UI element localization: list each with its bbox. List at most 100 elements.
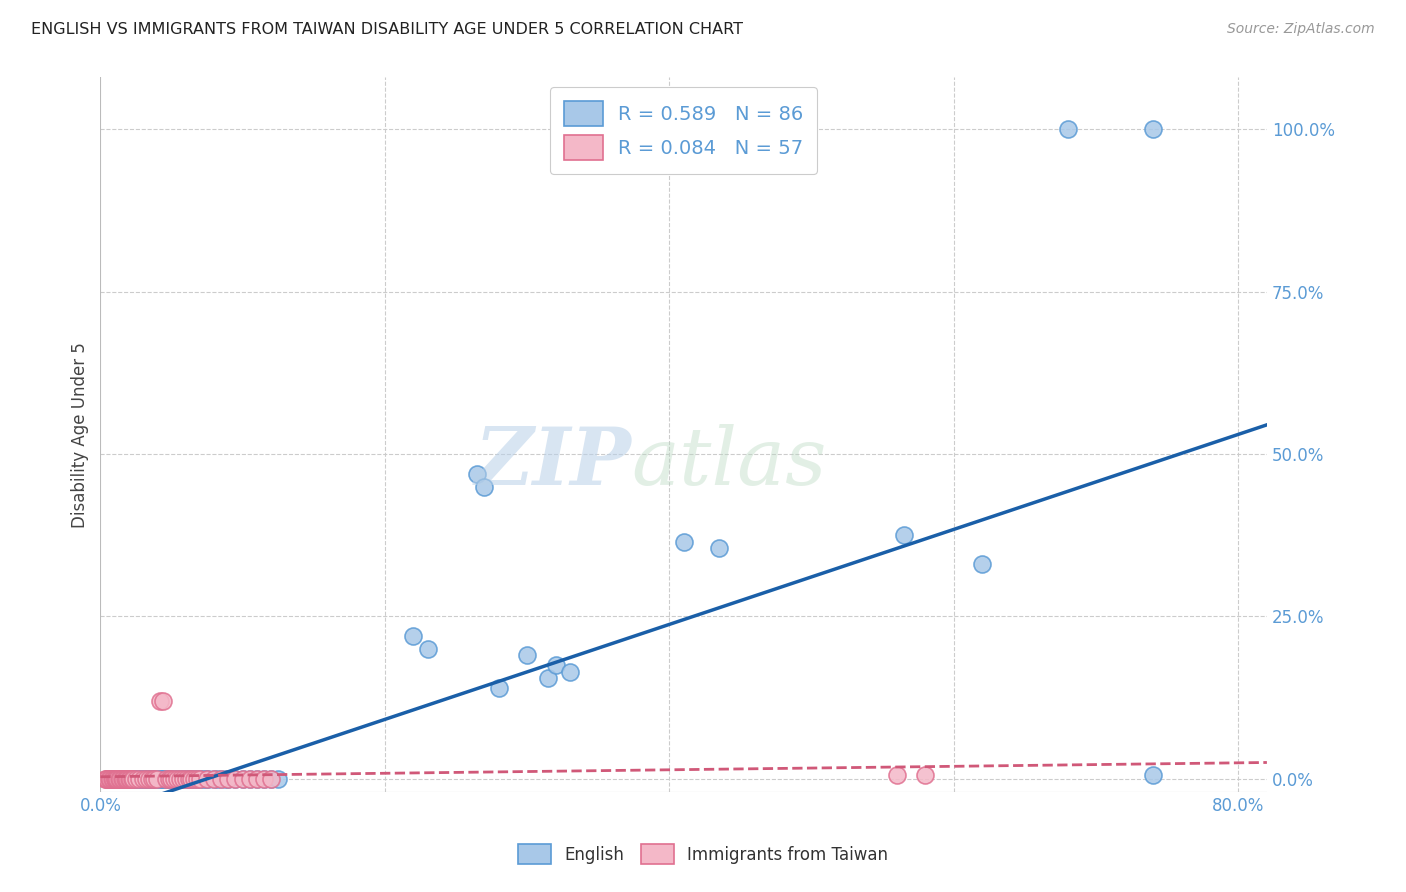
Point — [195, 772, 218, 786]
Point — [537, 671, 560, 685]
Point — [169, 772, 191, 786]
Point — [100, 772, 122, 786]
Point — [914, 768, 936, 782]
Point — [172, 772, 194, 786]
Point — [122, 772, 145, 786]
Point — [108, 772, 131, 786]
Point — [224, 772, 246, 786]
Point — [253, 772, 276, 786]
Point — [111, 772, 134, 786]
Point — [186, 772, 208, 786]
Point — [114, 772, 136, 786]
Point — [107, 772, 129, 786]
Point — [96, 772, 118, 786]
Point — [118, 772, 141, 786]
Point — [544, 658, 567, 673]
Point — [136, 772, 159, 786]
Point — [202, 772, 225, 786]
Point — [183, 772, 205, 786]
Point — [217, 772, 239, 786]
Point — [121, 772, 143, 786]
Point — [246, 772, 269, 786]
Point — [110, 772, 132, 786]
Point — [115, 772, 138, 786]
Point — [209, 772, 232, 786]
Point — [672, 534, 695, 549]
Point — [153, 772, 176, 786]
Point — [105, 772, 128, 786]
Point — [128, 772, 150, 786]
Point — [125, 772, 148, 786]
Y-axis label: Disability Age Under 5: Disability Age Under 5 — [72, 342, 89, 527]
Point — [152, 772, 174, 786]
Legend: English, Immigrants from Taiwan: English, Immigrants from Taiwan — [510, 838, 896, 871]
Point — [107, 772, 129, 786]
Point — [121, 772, 143, 786]
Point — [143, 772, 166, 786]
Point — [101, 772, 124, 786]
Point — [1142, 768, 1164, 782]
Point — [188, 772, 211, 786]
Point — [110, 772, 132, 786]
Point — [183, 772, 205, 786]
Text: Source: ZipAtlas.com: Source: ZipAtlas.com — [1227, 22, 1375, 37]
Point — [163, 772, 186, 786]
Point — [97, 772, 120, 786]
Point — [103, 772, 125, 786]
Point — [402, 629, 425, 643]
Point — [188, 772, 211, 786]
Point — [108, 772, 131, 786]
Legend: R = 0.589   N = 86, R = 0.084   N = 57: R = 0.589 N = 86, R = 0.084 N = 57 — [550, 87, 817, 174]
Point — [93, 772, 115, 786]
Point — [516, 648, 538, 663]
Point — [134, 772, 156, 786]
Point — [114, 772, 136, 786]
Point — [128, 772, 150, 786]
Point — [217, 772, 239, 786]
Point — [146, 772, 169, 786]
Point — [156, 772, 179, 786]
Point — [135, 772, 157, 786]
Text: ZIP: ZIP — [474, 425, 631, 502]
Point — [972, 558, 994, 572]
Point — [101, 772, 124, 786]
Point — [893, 528, 915, 542]
Point — [135, 772, 157, 786]
Point — [96, 772, 118, 786]
Point — [194, 772, 217, 786]
Point — [100, 772, 122, 786]
Point — [232, 772, 254, 786]
Point — [488, 681, 510, 695]
Text: atlas: atlas — [631, 425, 827, 502]
Point — [94, 772, 117, 786]
Point — [166, 772, 188, 786]
Point — [103, 772, 125, 786]
Point — [105, 772, 128, 786]
Point — [120, 772, 142, 786]
Point — [120, 772, 142, 786]
Point — [239, 772, 262, 786]
Point — [138, 772, 160, 786]
Point — [112, 772, 135, 786]
Point — [246, 772, 269, 786]
Point — [148, 772, 170, 786]
Point — [129, 772, 152, 786]
Point — [157, 772, 180, 786]
Point — [205, 772, 228, 786]
Point — [267, 772, 290, 786]
Point — [139, 772, 162, 786]
Point — [232, 772, 254, 786]
Point — [143, 772, 166, 786]
Point — [239, 772, 262, 786]
Point — [149, 694, 172, 708]
Point — [98, 772, 121, 786]
Point — [160, 772, 183, 786]
Point — [180, 772, 202, 786]
Point — [112, 772, 135, 786]
Point — [150, 772, 173, 786]
Point — [177, 772, 200, 786]
Point — [177, 772, 200, 786]
Point — [111, 772, 134, 786]
Text: ENGLISH VS IMMIGRANTS FROM TAIWAN DISABILITY AGE UNDER 5 CORRELATION CHART: ENGLISH VS IMMIGRANTS FROM TAIWAN DISABI… — [31, 22, 742, 37]
Point — [141, 772, 163, 786]
